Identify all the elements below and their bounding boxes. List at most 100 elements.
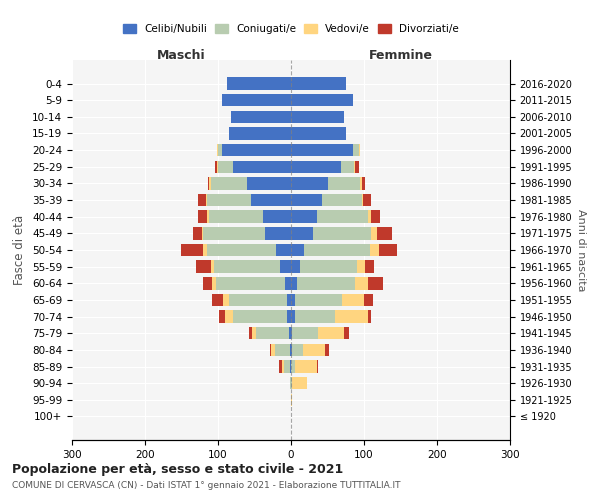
Bar [297,277,355,289]
Bar [318,327,344,340]
Bar [291,344,292,356]
Bar [341,160,354,173]
Bar [291,210,317,223]
Bar [270,344,271,356]
Bar [379,244,397,256]
Bar [291,160,341,173]
Bar [317,360,318,373]
Bar [377,227,392,239]
Bar [356,260,365,273]
Bar [209,210,263,223]
Bar [291,94,353,106]
Bar [290,344,291,356]
Bar [355,160,359,173]
Bar [212,277,216,289]
Bar [211,260,214,273]
Bar [265,227,291,239]
Bar [291,110,344,123]
Bar [282,360,284,373]
Bar [292,377,307,390]
Bar [335,310,368,323]
Bar [233,160,291,173]
Bar [290,377,291,390]
Bar [291,244,304,256]
Bar [226,310,233,323]
Bar [248,327,253,340]
Bar [211,177,247,190]
Bar [287,310,291,323]
Bar [295,294,342,306]
Bar [291,194,322,206]
Bar [203,227,265,239]
Bar [353,144,359,156]
Bar [198,210,207,223]
Bar [217,144,218,156]
Bar [313,227,371,239]
Bar [291,294,295,306]
Bar [354,160,355,173]
Bar [256,327,289,340]
Text: Femmine: Femmine [368,49,433,62]
Bar [216,277,285,289]
Bar [371,210,380,223]
Bar [208,177,209,190]
Bar [278,360,282,373]
Bar [291,377,292,390]
Bar [361,177,362,190]
Bar [251,194,291,206]
Bar [193,227,202,239]
Bar [317,210,368,223]
Bar [291,327,292,340]
Bar [198,194,206,206]
Bar [359,144,361,156]
Bar [247,177,291,190]
Bar [229,127,291,140]
Bar [203,277,212,289]
Bar [291,310,295,323]
Text: COMUNE DI CERVASCA (CN) - Dati ISTAT 1° gennaio 2021 - Elaborazione TUTTITALIA.I: COMUNE DI CERVASCA (CN) - Dati ISTAT 1° … [12,481,401,490]
Bar [364,294,373,306]
Bar [291,144,353,156]
Bar [280,260,291,273]
Bar [263,210,291,223]
Bar [365,260,374,273]
Bar [253,327,256,340]
Y-axis label: Fasce di età: Fasce di età [13,215,26,285]
Bar [363,194,371,206]
Bar [368,310,371,323]
Bar [300,260,356,273]
Bar [291,394,292,406]
Bar [220,310,226,323]
Bar [207,194,251,206]
Bar [362,194,363,206]
Bar [290,360,291,373]
Bar [291,227,313,239]
Bar [209,177,211,190]
Bar [233,310,287,323]
Bar [271,344,275,356]
Bar [275,344,290,356]
Bar [291,360,295,373]
Bar [287,294,291,306]
Bar [355,277,368,289]
Bar [295,310,335,323]
Bar [304,344,325,356]
Bar [291,277,297,289]
Bar [207,210,209,223]
Bar [370,244,379,256]
Bar [229,294,287,306]
Bar [371,227,377,239]
Bar [221,144,291,156]
Bar [291,127,346,140]
Bar [284,360,290,373]
Bar [325,344,329,356]
Bar [215,160,217,173]
Bar [362,177,365,190]
Bar [196,260,211,273]
Bar [217,160,218,173]
Text: Maschi: Maschi [157,49,206,62]
Bar [223,294,229,306]
Bar [291,78,346,90]
Bar [206,194,207,206]
Bar [181,244,203,256]
